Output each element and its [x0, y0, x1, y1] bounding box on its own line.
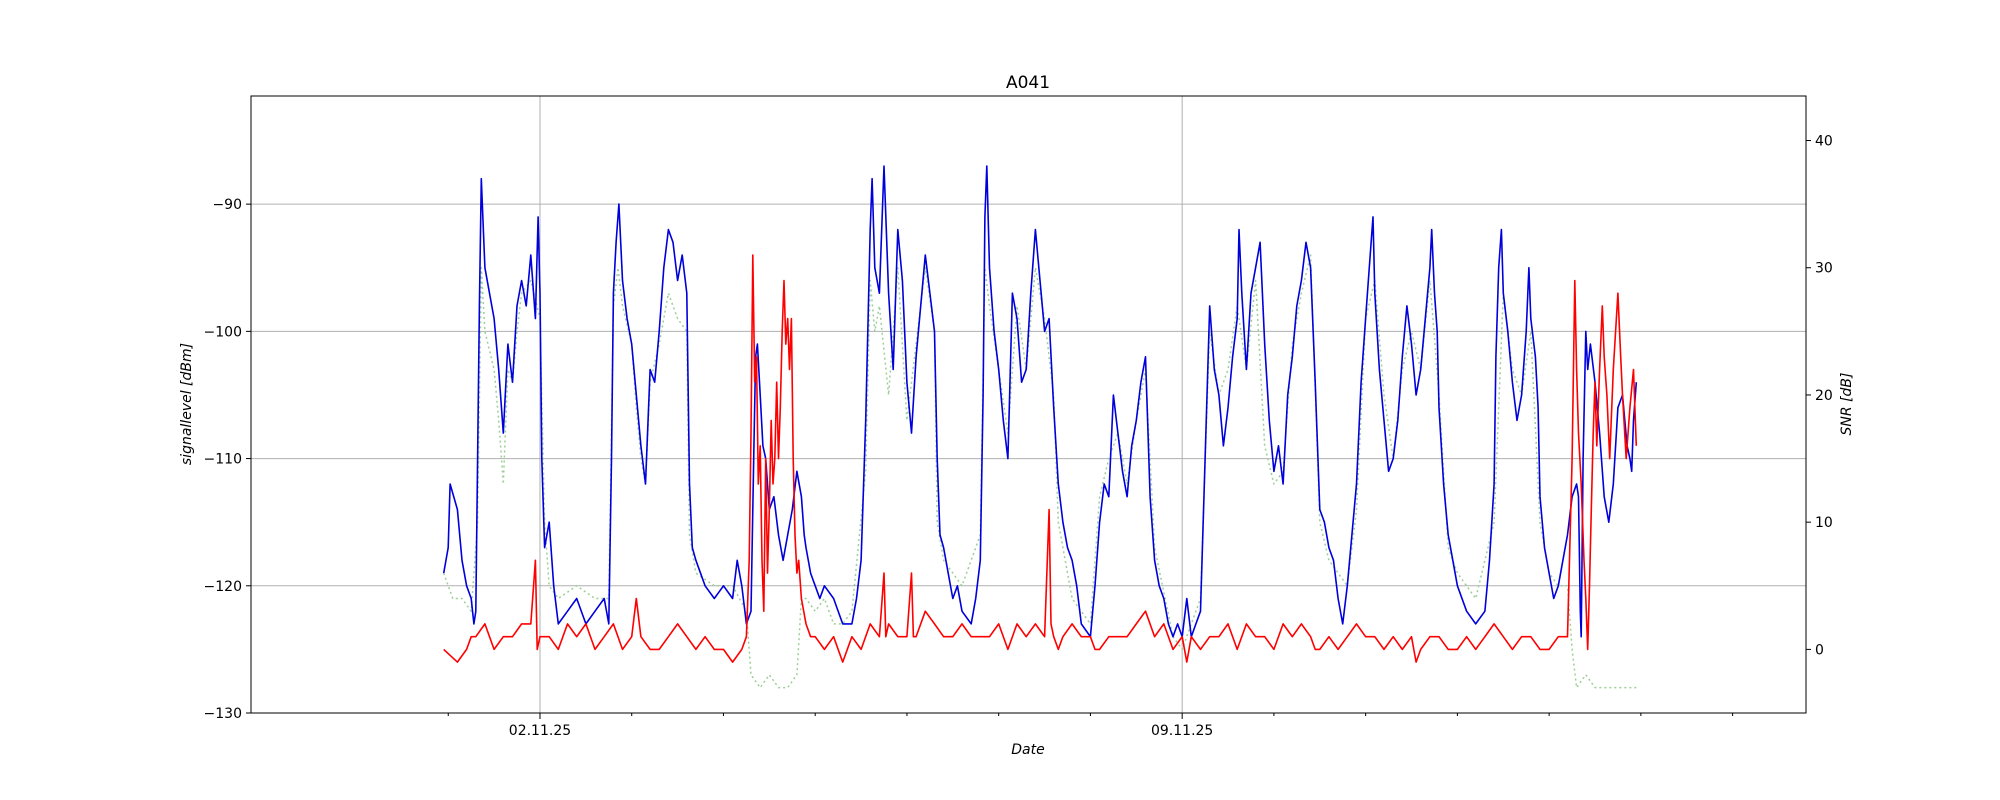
- signal-level-line-red: [443, 254, 1638, 663]
- right-y-axis: 0 10 20 30 40: [1806, 134, 1833, 658]
- left-y-tick-label: −130: [204, 706, 242, 722]
- signal-level-line-blue: [442, 165, 1638, 638]
- right-y-tick-label: 30: [1815, 261, 1833, 277]
- x-tick-label: 09.11.25: [1151, 723, 1213, 739]
- snr-line: [442, 254, 1637, 689]
- series-layer: [442, 165, 1638, 689]
- left-y-tick-label: −120: [204, 579, 242, 595]
- plot-frame: [250, 95, 1807, 714]
- right-y-tick-label: 20: [1815, 388, 1833, 404]
- left-y-axis: −130 −120 −110 −100 −90: [204, 197, 251, 722]
- left-y-tick-label: −100: [204, 324, 242, 340]
- x-axis-label: Date: [1011, 742, 1044, 758]
- left-y-tick-label: −90: [212, 197, 242, 213]
- left-y-tick-label: −110: [204, 452, 242, 468]
- right-y-axis-label: SNR [dB]: [1839, 373, 1855, 436]
- right-y-tick-label: 10: [1815, 515, 1833, 531]
- right-y-tick-label: 40: [1815, 134, 1833, 150]
- left-y-axis-label: signallevel [dBm]: [179, 343, 195, 465]
- chart-title: A041: [1006, 73, 1050, 93]
- right-y-tick-label: 0: [1815, 642, 1824, 658]
- x-tick-label: 02.11.25: [509, 723, 571, 739]
- x-axis: 02.11.25 09.11.25: [447, 713, 1734, 739]
